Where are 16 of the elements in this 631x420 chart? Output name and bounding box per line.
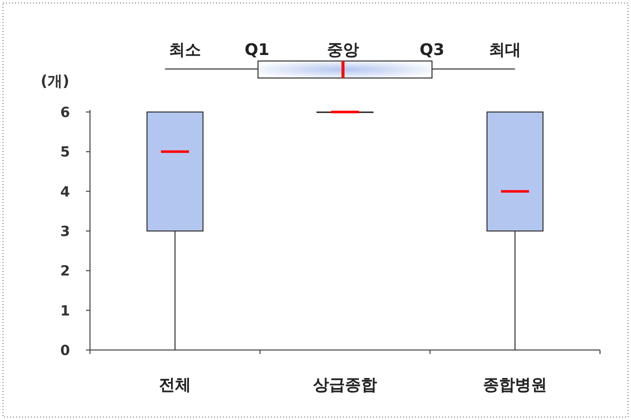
y-axis-title: (개) [40, 72, 70, 90]
text: 최소 [169, 40, 201, 59]
text: 최대 [489, 40, 521, 59]
y-tick-label: 0 [60, 343, 70, 359]
x-tick-label: 전체 [159, 375, 191, 394]
y-tick-label: 5 [60, 144, 70, 161]
y-tick-label: 3 [60, 224, 70, 240]
text: 중앙 [327, 40, 359, 59]
y-tick-label: 2 [60, 264, 70, 280]
x-tick-label: 종합병원 [483, 375, 547, 394]
y-tick-label: 4 [60, 184, 70, 200]
text: Q1 [244, 40, 270, 59]
text: Q3 [420, 40, 444, 59]
y-tick-label: 6 [60, 105, 70, 121]
x-tick-label: 상급종합 [313, 375, 377, 394]
y-tick-label: 1 [60, 303, 70, 320]
